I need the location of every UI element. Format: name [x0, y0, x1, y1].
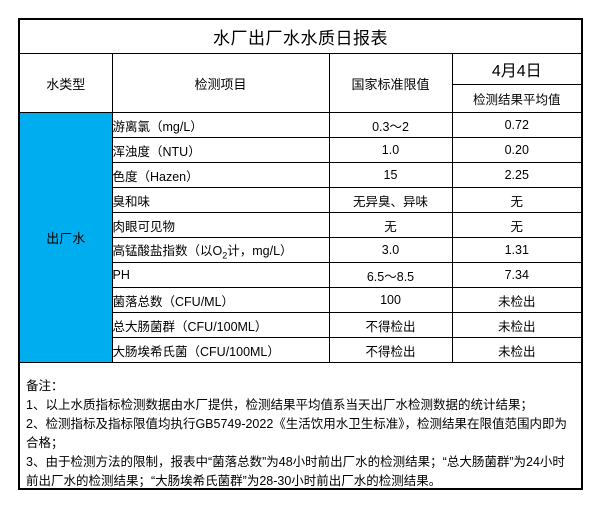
row-standard-value: 0.3～2	[328, 112, 453, 138]
table-row: 高锰酸盐指数（以O2计，mg/L） 3.0 1.31	[20, 237, 581, 263]
row-result-value: 未检出	[451, 312, 581, 338]
row-result-value: 无	[451, 212, 581, 238]
row-item-text: 高锰酸盐指数（以O	[112, 243, 223, 258]
note-line-1: 1、以上水质指标检测数据由水厂提供，检测结果平均值系当天出厂水检测数据的统计结果…	[26, 398, 533, 412]
row-standard-value: 15	[328, 162, 453, 188]
row-standard-value: 无异臭、异味	[328, 187, 453, 213]
row-standard-value: 不得检出	[328, 337, 453, 363]
row-standard-value: 100	[328, 287, 453, 313]
column-header-national-standard: 国家标准限值	[328, 53, 453, 113]
row-result-value: 2.25	[451, 162, 581, 188]
row-item-label: 高锰酸盐指数（以O2计，mg/L）	[112, 237, 330, 263]
row-item-label: PH	[112, 262, 330, 288]
table-row: 出厂水 游离氯（mg/L） 0.3～2 0.72	[20, 112, 581, 363]
notes-heading: 备注：	[26, 379, 64, 393]
table-row: 色度（Hazen） 15 2.25	[20, 162, 581, 188]
row-item-label: 臭和味	[112, 187, 330, 213]
table-row: 肉眼可见物 无 无	[20, 212, 581, 238]
note-line-3: 3、由于检测方法的限制，报表中“菌落总数”为48小时前出厂水的检测结果；“总大肠…	[26, 455, 565, 488]
row-result-value: 7.34	[451, 262, 581, 288]
report-sheet: 水厂出厂水水质日报表 水类型 检测项目 国家标准限值 4月4日 检测结果平均值 …	[18, 18, 583, 490]
page-title: 水厂出厂水水质日报表	[20, 20, 581, 54]
notes-section: 备注： 1、以上水质指标检测数据由水厂提供，检测结果平均值系当天出厂水检测数据的…	[20, 363, 581, 491]
header-row-top: 水类型 检测项目 国家标准限值 4月4日	[20, 53, 581, 113]
row-item-text: PH	[112, 268, 130, 282]
note-line-2: 2、检测指标及指标限值均执行GB5749-2022《生活饮用水卫生标准》，检测结…	[26, 417, 568, 450]
row-result-value: 未检出	[451, 287, 581, 313]
row-item-text: 浑浊度（NTU）	[112, 144, 201, 159]
row-item-text: 色度（Hazen）	[112, 169, 199, 184]
water-type-value: 出厂水	[20, 112, 113, 363]
row-item-label: 总大肠菌群（CFU/100ML）	[112, 312, 330, 338]
title-row: 水厂出厂水水质日报表	[20, 20, 581, 54]
row-item-text-tail: 计，mg/L）	[227, 243, 293, 258]
table-body: 水厂出厂水水质日报表 水类型 检测项目 国家标准限值 4月4日 检测结果平均值 …	[20, 20, 581, 363]
row-item-label: 肉眼可见物	[112, 212, 330, 238]
column-header-test-item: 检测项目	[111, 53, 330, 113]
row-item-text: 菌落总数（CFU/ML）	[112, 294, 235, 309]
row-standard-value: 3.0	[328, 237, 453, 263]
column-header-water-type: 水类型	[20, 53, 113, 113]
header-row-bottom: 检测结果平均值	[20, 84, 581, 113]
row-item-label: 大肠埃希氏菌（CFU/100ML）	[112, 337, 330, 363]
column-header-date: 4月4日	[451, 53, 581, 85]
row-item-text: 臭和味	[112, 194, 151, 209]
row-standard-value: 无	[328, 212, 453, 238]
row-result-value: 1.31	[451, 237, 581, 263]
row-result-value: 未检出	[451, 337, 581, 363]
row-item-subscript: 2	[222, 250, 228, 261]
row-item-text: 大肠埃希氏菌（CFU/100ML）	[112, 344, 280, 359]
row-item-label: 色度（Hazen）	[112, 162, 330, 188]
column-header-result-average: 检测结果平均值	[452, 84, 581, 113]
row-item-text: 总大肠菌群（CFU/100ML）	[112, 319, 268, 334]
row-result-value: 0.72	[451, 112, 581, 138]
row-standard-value: 1.0	[328, 137, 453, 163]
table-row: 大肠埃希氏菌（CFU/100ML） 不得检出 未检出	[20, 337, 581, 363]
row-result-value: 0.20	[451, 137, 581, 163]
row-item-label: 游离氯（mg/L）	[111, 112, 330, 138]
row-item-label: 浑浊度（NTU）	[112, 137, 330, 163]
water-quality-table: 水厂出厂水水质日报表 水类型 检测项目 国家标准限值 4月4日 检测结果平均值 …	[20, 20, 581, 363]
row-standard-value: 6.5～8.5	[328, 262, 453, 288]
row-result-value: 无	[451, 187, 581, 213]
row-standard-value: 不得检出	[328, 312, 453, 338]
row-item-label: 菌落总数（CFU/ML）	[112, 287, 330, 313]
row-item-text: 游离氯（mg/L）	[112, 119, 203, 134]
row-item-text: 肉眼可见物	[112, 219, 176, 234]
